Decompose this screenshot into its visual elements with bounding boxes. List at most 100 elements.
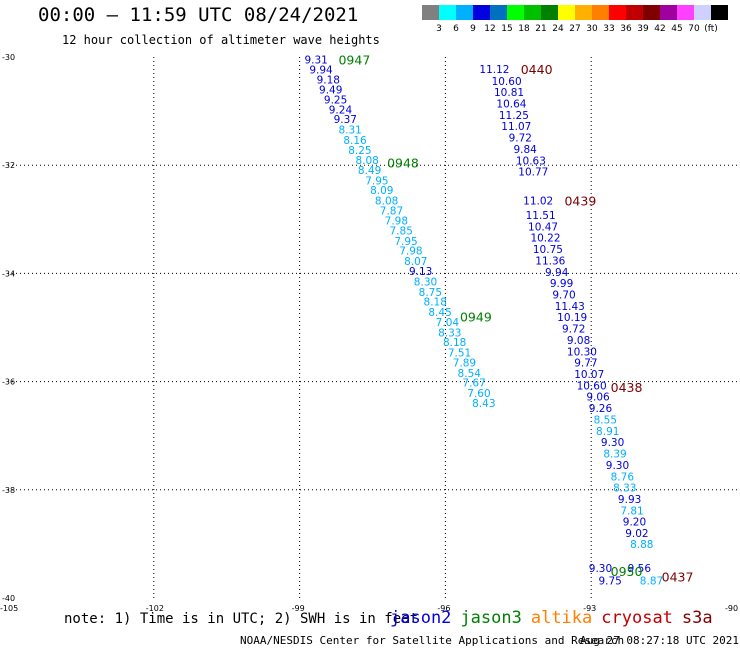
swh-value-label: 9.75 [598, 576, 621, 588]
legend-jason3: jason3 [460, 608, 522, 628]
swh-value-label: 9.99 [550, 278, 573, 290]
pass-time-label: 0437 [662, 569, 694, 584]
colorbar-swatch [677, 5, 694, 20]
swh-value-label: 9.06 [586, 392, 610, 404]
swh-value-label: 8.55 [594, 414, 617, 426]
swh-value-label: 9.72 [509, 133, 532, 145]
colorbar-swatch [592, 5, 609, 20]
colorbar-label: 15 [501, 24, 513, 34]
swh-value-label: 7.60 [467, 388, 490, 400]
colorbar-label: 70 [688, 24, 700, 34]
satellite-tracks: 9.319.949.189.499.259.249.378.318.168.25… [304, 53, 693, 588]
lat-tick-label: -30 [2, 53, 15, 62]
lat-tick-label: -32 [2, 161, 15, 170]
pass-time-label: 0440 [521, 62, 553, 77]
swh-value-label: 9.31 [304, 55, 327, 67]
swh-value-label: 7.89 [453, 358, 476, 370]
colorbar-label: 27 [569, 24, 581, 34]
colorbar-label: 42 [654, 24, 666, 34]
swh-value-label: 10.30 [567, 346, 597, 358]
swh-value-label: 10.22 [530, 233, 560, 245]
swh-value-label: 7.04 [436, 317, 460, 329]
swh-value-label: 8.08 [375, 195, 398, 207]
colorbar-swatch [422, 5, 439, 20]
swh-value-label: 8.54 [458, 368, 482, 380]
swh-value-label: 7.81 [620, 505, 643, 517]
swh-value-label: 8.08 [355, 155, 378, 167]
colorbar-swatch [507, 5, 524, 20]
colorbar-swatch [490, 5, 507, 20]
swh-value-label: 9.08 [567, 335, 590, 347]
lon-tick-label: -96 [437, 604, 450, 613]
pass-time-label: 0947 [338, 53, 370, 68]
colorbar-swatch [558, 5, 575, 20]
swh-value-label: 10.19 [557, 312, 587, 324]
colorbar-label: 30 [586, 24, 598, 34]
swh-value-label: 10.77 [518, 167, 548, 179]
swh-value-label: 9.26 [589, 403, 613, 415]
swh-value-label: 9.56 [628, 563, 652, 575]
swh-value-label: 10.81 [494, 87, 524, 99]
swh-value-label: 8.88 [630, 539, 653, 551]
swh-value-label: 9.93 [618, 494, 641, 506]
lon-tick-label: -102 [146, 604, 164, 613]
track-jason3: 9.319.949.189.499.259.249.378.318.168.25… [304, 53, 495, 411]
colorbar-swatch [694, 5, 711, 20]
map-tick-labels: -30 -32 -34 -36 -38 -40-105 -102 -99 -96 -93 -90 [0, 53, 738, 613]
legend-s3a: s3a [681, 608, 713, 628]
swh-value-label: 9.49 [319, 84, 342, 96]
swh-value-label: 7.87 [380, 206, 403, 218]
pass-time-label: 0950 [611, 564, 643, 579]
swh-value-label: 9.30 [601, 437, 624, 449]
lon-tick-label: -99 [292, 604, 305, 613]
swh-value-label: 8.76 [611, 471, 635, 483]
swh-value-label: 8.33 [438, 327, 461, 339]
lat-tick-label: -38 [2, 486, 15, 495]
swh-value-label: 9.77 [574, 358, 597, 370]
map-title: 00:00 – 11:59 UTC 08/24/2021 [38, 4, 359, 26]
colorbar-swatch [473, 5, 490, 20]
colorbar-swatch [524, 5, 541, 20]
swh-value-label: 10.07 [574, 369, 604, 381]
lon-tick-label: -93 [583, 604, 596, 613]
swh-value-label: 7.98 [399, 246, 422, 258]
swh-value-label: 11.36 [535, 255, 565, 267]
swh-value-label: 7.98 [385, 215, 408, 227]
swh-value-label: 9.18 [317, 75, 340, 87]
legend-altika: altika [530, 608, 593, 628]
swh-value-label: 9.84 [513, 144, 537, 156]
lat-tick-label: -34 [2, 269, 15, 278]
legend-jason2: jason2 [390, 608, 452, 628]
swh-value-label: 8.33 [613, 483, 636, 495]
swh-value-label: 8.49 [358, 165, 381, 177]
swh-value-label: 8.31 [338, 124, 361, 136]
colorbar-swatch [439, 5, 456, 20]
swh-value-label: 8.25 [348, 145, 371, 157]
swh-value-label: 7.95 [365, 175, 388, 187]
swh-value-label: 8.18 [424, 297, 447, 309]
colorbar-label: 21 [535, 24, 547, 34]
track-cryosat: 11.1210.6010.8110.6411.2511.079.729.8410… [479, 62, 693, 584]
pass-time-label: 0438 [611, 380, 643, 395]
satellite-legend: jason2 jason3 altika cryosat s3a [390, 608, 722, 628]
swh-value-label: 8.09 [370, 185, 393, 197]
pass-time-label: 0439 [564, 193, 596, 208]
swh-value-label: 10.60 [577, 380, 607, 392]
swh-value-label: 10.63 [516, 155, 546, 167]
colorbar-label: 24 [552, 24, 564, 34]
colorbar-label: 6 [453, 24, 459, 34]
colorbar-label: 33 [603, 24, 615, 34]
swh-value-label: 11.07 [501, 121, 531, 133]
lon-tick-label: -90 [725, 604, 738, 613]
map-grid [8, 57, 737, 598]
colorbar-swatch [711, 5, 728, 20]
footer-credit: NOAA/NESDIS Center for Satellite Applica… [240, 634, 625, 647]
footer-note: note: 1) Time is in UTC; 2) SWH is in fe… [64, 611, 419, 627]
lat-tick-label: -40 [2, 594, 15, 603]
pass-time-label: 0949 [460, 310, 492, 325]
footer-timestamp: Aug 27 08:27:18 UTC 2021 [580, 634, 739, 647]
colorbar-label: 36 [620, 24, 632, 34]
swh-value-label: 11.25 [499, 110, 529, 122]
swh-value-label: 9.94 [309, 64, 333, 76]
